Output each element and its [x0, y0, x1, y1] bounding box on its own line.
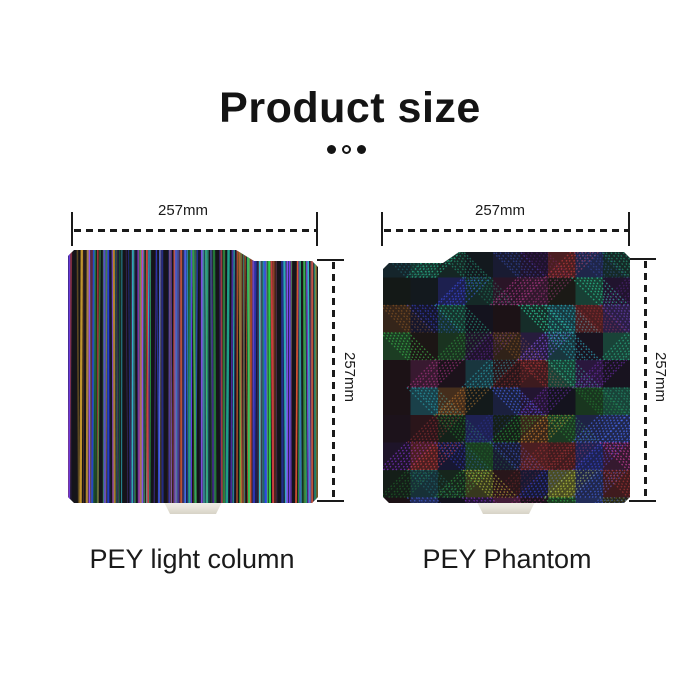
product-name-label: PEY light column [89, 544, 295, 574]
carousel-dot[interactable] [356, 145, 366, 154]
height-dimension-line [644, 261, 647, 500]
carousel-dots [0, 145, 692, 154]
height-dimension-line [332, 262, 335, 500]
width-dimension-label: 257mm [474, 202, 526, 219]
plate-art-light-column [68, 250, 318, 503]
page-title: Product size [219, 84, 481, 132]
product-name-label: PEY Phantom [422, 544, 592, 574]
carousel-dot[interactable] [326, 145, 336, 154]
dimension-tick [381, 212, 383, 246]
width-dimension-label: 257mm [157, 202, 209, 219]
width-dimension-line [74, 229, 316, 232]
dimension-tick [316, 212, 318, 246]
dimension-tick [317, 259, 344, 261]
dimension-tick [317, 500, 344, 502]
dimension-tick [71, 212, 73, 246]
dimension-tick [629, 500, 656, 502]
height-dimension-label: 257mm [652, 351, 669, 403]
height-dimension-label: 257mm [341, 351, 358, 403]
dimension-tick [629, 258, 656, 260]
width-dimension-line [384, 229, 628, 232]
plate-art-phantom [383, 252, 630, 503]
carousel-dot[interactable] [341, 145, 351, 154]
dimension-tick [628, 212, 630, 246]
